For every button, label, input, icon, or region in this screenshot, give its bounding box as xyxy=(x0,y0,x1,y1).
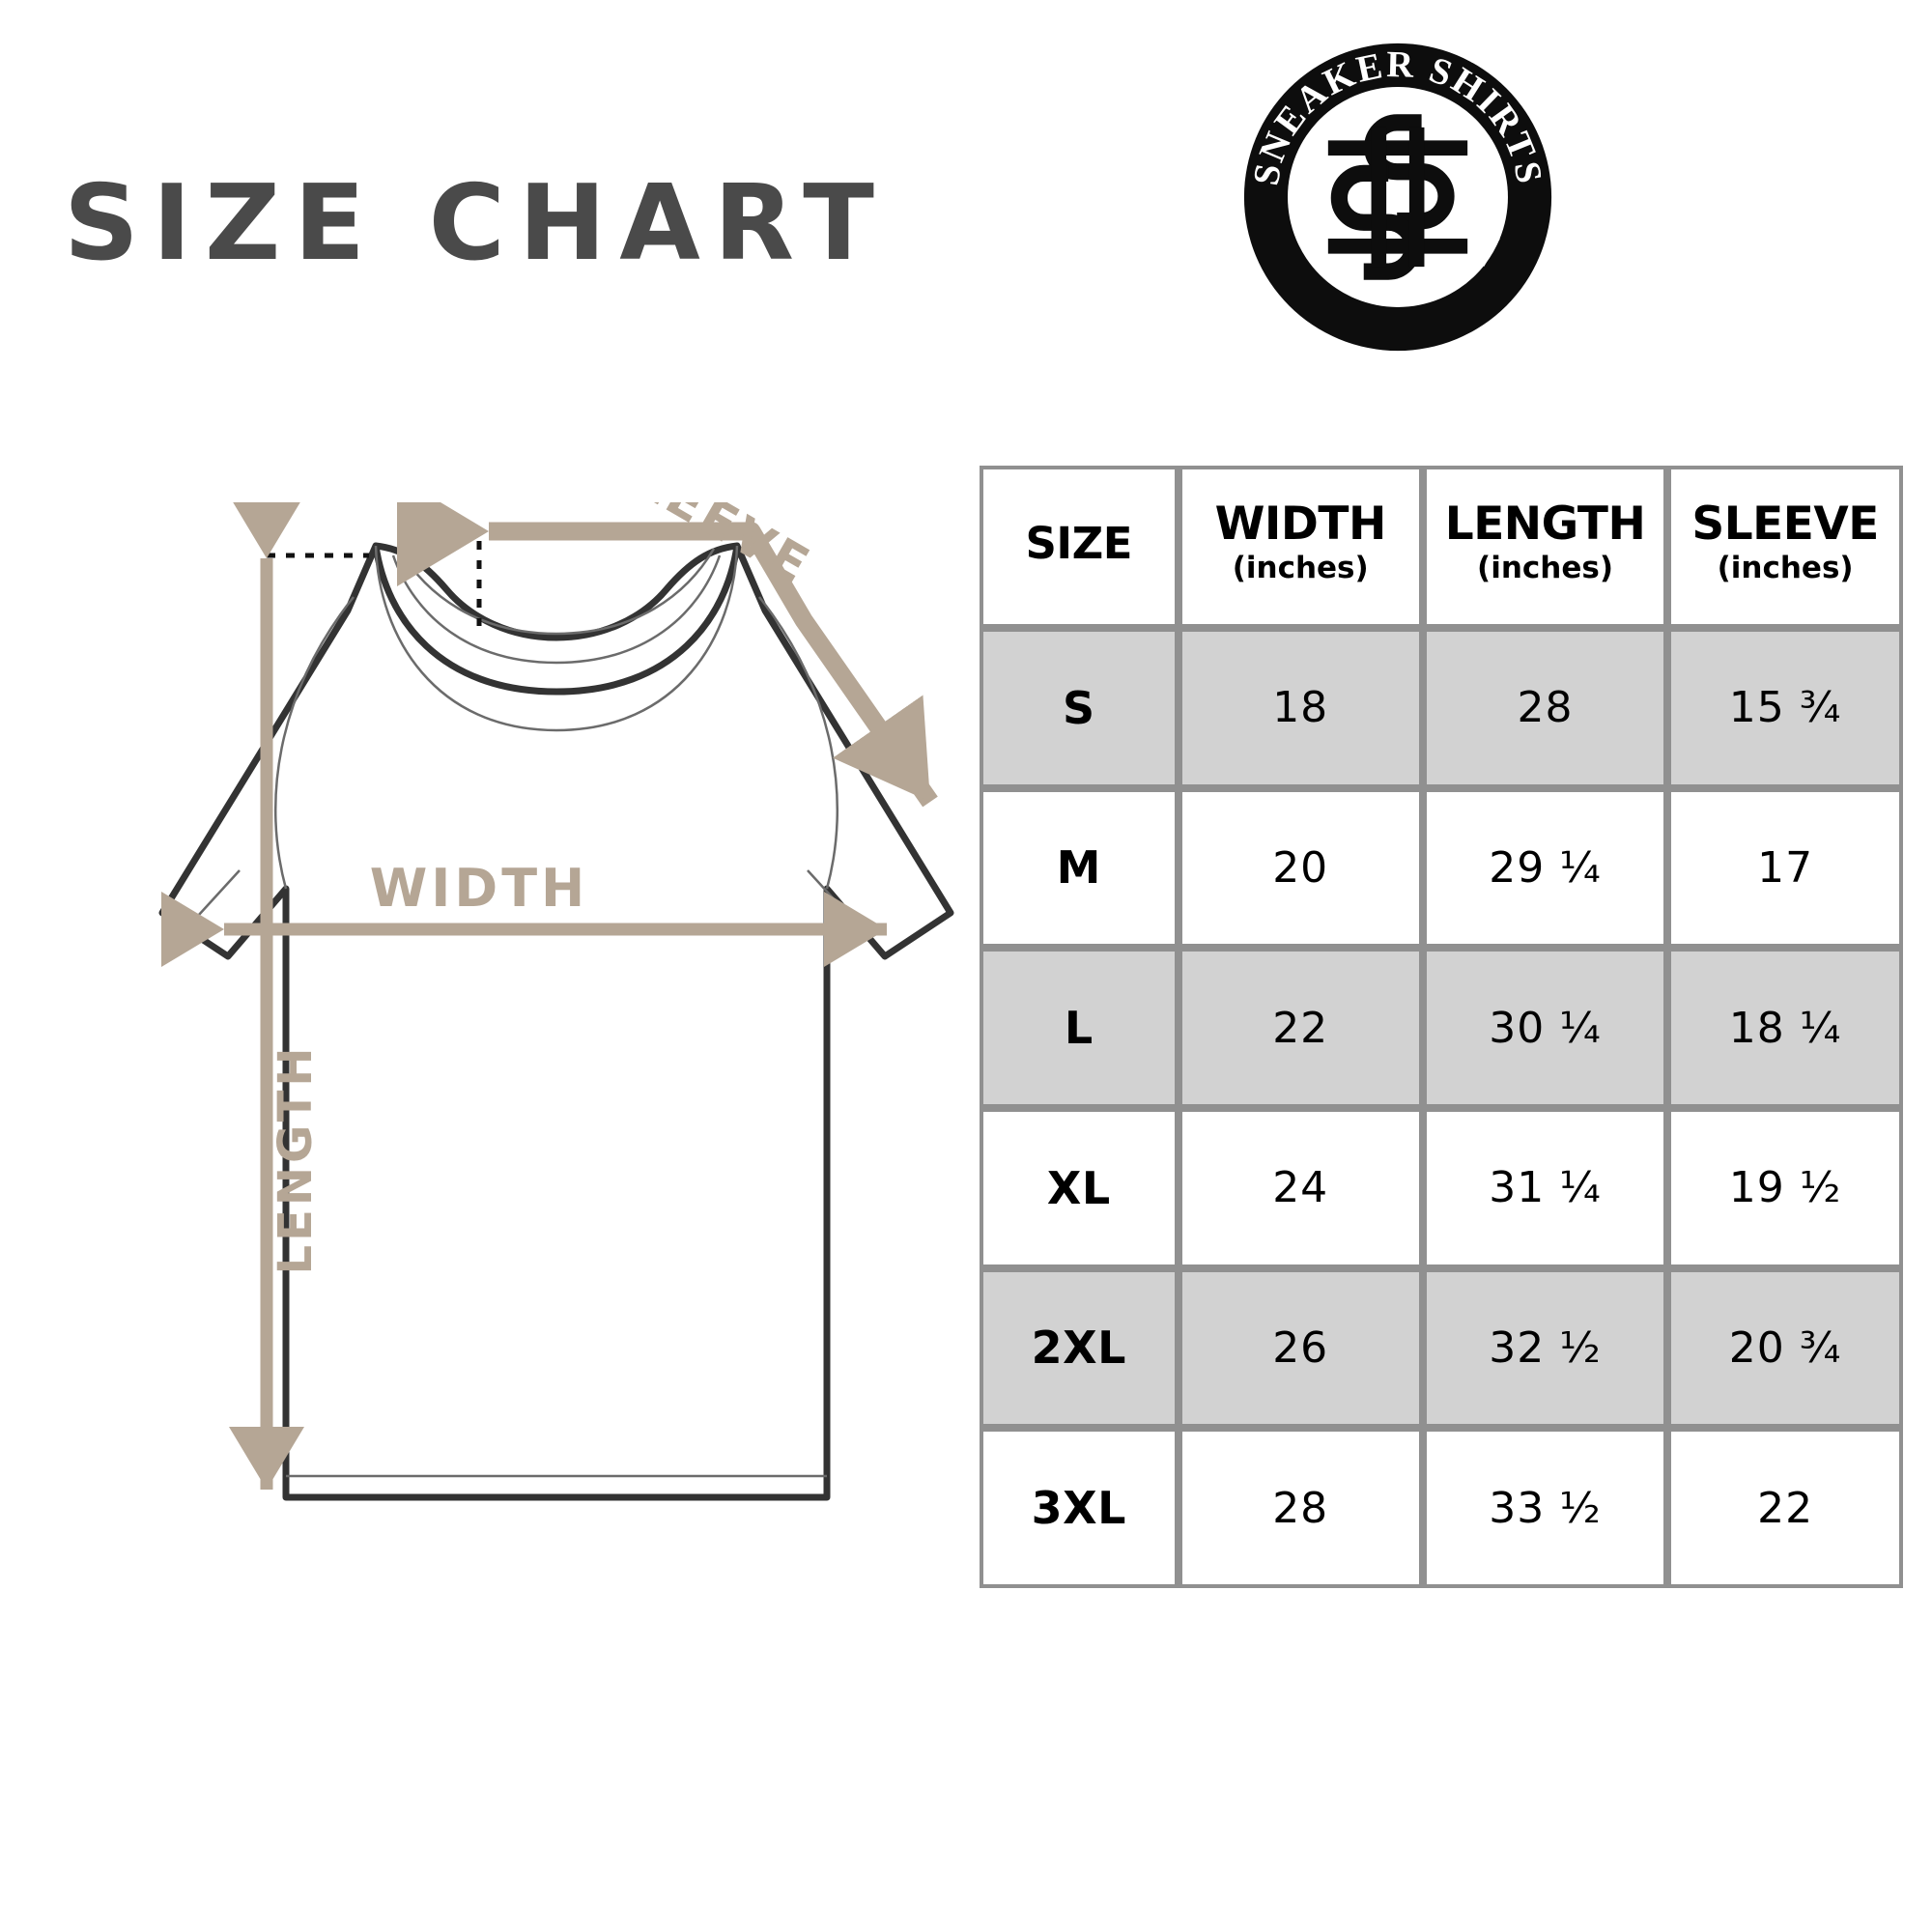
header-cell-width: WIDTH (inches) xyxy=(1178,466,1423,628)
cell-sleeve: 22 xyxy=(1667,1428,1903,1588)
length-label: LENGTH xyxy=(269,1043,323,1274)
tshirt-measurement-diagram: WIDTH LENGTH SLEEVE xyxy=(0,502,966,1604)
cell-sleeve: 19 ½ xyxy=(1667,1107,1903,1268)
cell-sleeve: 15 ¾ xyxy=(1667,628,1903,788)
sleeve-measurement-arrow xyxy=(397,502,938,808)
cell-length: 33 ½ xyxy=(1422,1428,1668,1588)
header-width-main: WIDTH xyxy=(1214,497,1387,551)
cell-size: M xyxy=(980,787,1179,949)
logo-ss-monogram xyxy=(1327,114,1468,280)
header-cell-size: SIZE xyxy=(980,466,1179,628)
cell-size: 3XL xyxy=(980,1428,1179,1588)
cell-length: 28 xyxy=(1422,628,1668,788)
cell-size: 2XL xyxy=(980,1267,1179,1429)
table-row: M 20 29 ¼ 17 xyxy=(980,787,1903,949)
table-row: 2XL 26 32 ½ 20 ¾ xyxy=(980,1267,1903,1429)
table-row: XL 24 31 ¼ 19 ½ xyxy=(980,1107,1903,1268)
cell-width: 20 xyxy=(1178,787,1423,949)
header-sleeve-main: SLEEVE xyxy=(1691,497,1879,551)
header-size-main: SIZE xyxy=(1025,518,1133,570)
cell-width: 22 xyxy=(1178,948,1423,1108)
header-length-main: LENGTH xyxy=(1444,497,1646,551)
cell-length: 29 ¼ xyxy=(1422,787,1668,949)
sneaker-shirts-outlet-logo: SNEAKER SHIRTS OUTLET.COM xyxy=(1239,39,1556,355)
header-sleeve-units: (inches) xyxy=(1717,551,1854,586)
size-chart-table: SIZE WIDTH (inches) LENGTH (inches) SLEE… xyxy=(980,466,1903,1588)
cell-width: 28 xyxy=(1178,1428,1423,1588)
header-cell-length: LENGTH (inches) xyxy=(1422,466,1668,628)
cell-size: XL xyxy=(980,1107,1179,1268)
header-width-units: (inches) xyxy=(1232,551,1369,586)
cell-length: 31 ¼ xyxy=(1422,1107,1668,1268)
table-row: L 22 30 ¼ 18 ¼ xyxy=(980,948,1903,1108)
size-chart-table-container: SIZE WIDTH (inches) LENGTH (inches) SLEE… xyxy=(980,466,1903,1588)
cell-length: 32 ½ xyxy=(1422,1267,1668,1429)
cell-sleeve: 17 xyxy=(1667,787,1903,949)
cell-size: S xyxy=(980,628,1179,788)
cell-length: 30 ¼ xyxy=(1422,948,1668,1108)
cell-width: 26 xyxy=(1178,1267,1423,1429)
header-length-units: (inches) xyxy=(1477,551,1613,586)
table-row: S 18 28 15 ¾ xyxy=(980,628,1903,788)
cell-sleeve: 20 ¾ xyxy=(1667,1267,1903,1429)
page-title: SIZE CHART xyxy=(64,163,888,284)
header-cell-sleeve: SLEEVE (inches) xyxy=(1667,466,1903,628)
cell-width: 18 xyxy=(1178,628,1423,788)
table-header-row: SIZE WIDTH (inches) LENGTH (inches) SLEE… xyxy=(980,466,1903,628)
table-row: 3XL 28 33 ½ 22 xyxy=(980,1428,1903,1588)
width-label: WIDTH xyxy=(370,858,589,919)
cell-sleeve: 18 ¼ xyxy=(1667,948,1903,1108)
cell-size: L xyxy=(980,948,1179,1108)
table-body: S 18 28 15 ¾ M 20 29 ¼ 17 L 22 30 ¼ 18 ¼ xyxy=(980,628,1903,1588)
cell-width: 24 xyxy=(1178,1107,1423,1268)
